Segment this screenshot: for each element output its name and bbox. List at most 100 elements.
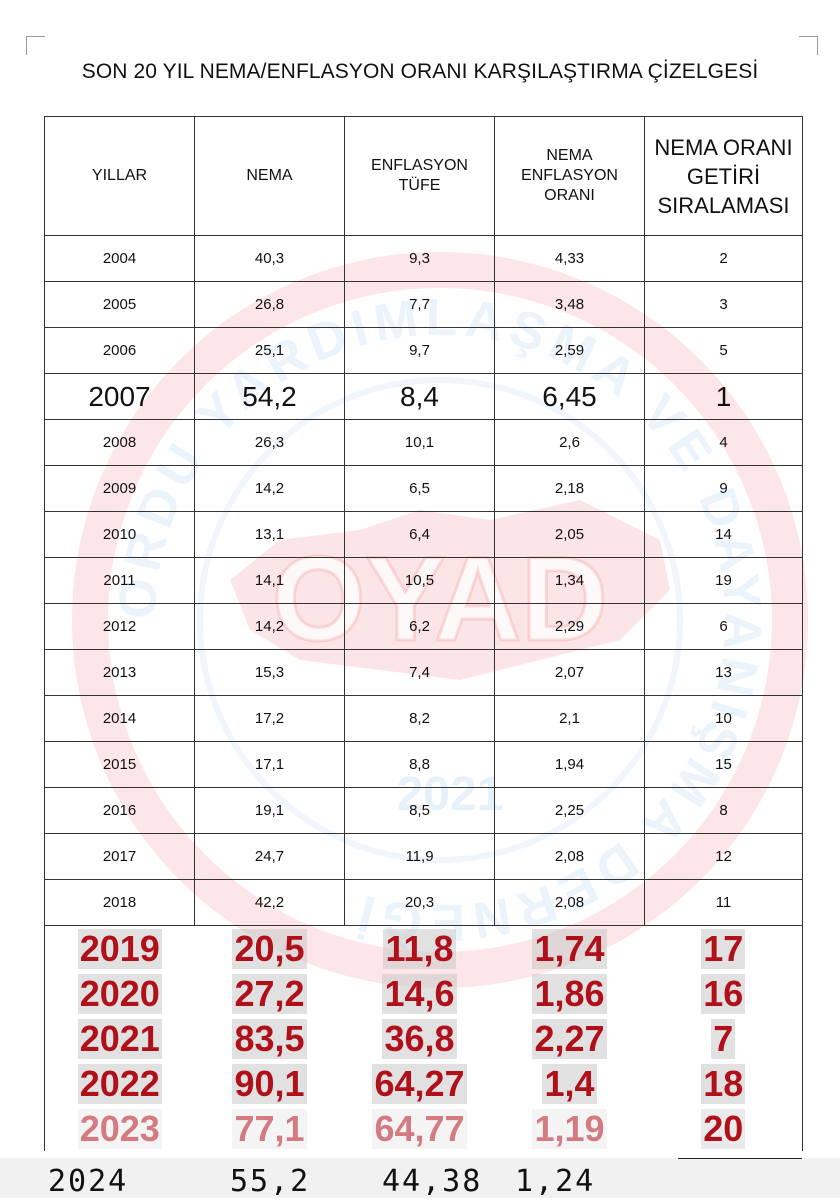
table-row: 2013 15,3 7,4 2,07 13 <box>44 649 803 696</box>
cell-nema: 26,8 <box>194 281 345 328</box>
cell-oran: 2,05 <box>494 511 645 558</box>
table-row: 2008 26,3 10,1 2,6 4 <box>44 419 803 466</box>
cell-sira: 15 <box>644 741 803 788</box>
table-row: 2005 26,8 7,7 3,48 3 <box>44 281 803 328</box>
cell-oran: 1,86 <box>495 971 645 1016</box>
table-row: 2015 17,1 8,8 1,94 15 <box>44 741 803 788</box>
table-row: 2018 42,2 20,3 2,08 11 <box>44 879 803 926</box>
cell-nema: 27,2 <box>195 971 345 1016</box>
cell-year: 2006 <box>44 327 195 374</box>
cell-oran: 1,94 <box>494 741 645 788</box>
cell-year: 2014 <box>44 695 195 742</box>
header-nema-enflasyon-orani: NEMA ENFLASYON ORANI <box>494 116 645 236</box>
table-row-red: 2022 90,1 64,27 1,4 18 <box>44 1061 803 1106</box>
cell-oran: 2,59 <box>494 327 645 374</box>
cell-value: 27,2 <box>232 972 307 1014</box>
table-row: 2014 17,2 8,2 2,1 10 <box>44 695 803 742</box>
cell-value: 17 <box>701 927 746 969</box>
cell-tufe: 11,8 <box>345 926 495 972</box>
cell-year: 2009 <box>44 465 195 512</box>
cell-nema: 14,1 <box>194 557 345 604</box>
cell-value: 2020 <box>77 972 162 1014</box>
cell-tufe: 36,8 <box>345 1016 495 1061</box>
cell-oran: 6,45 <box>494 373 645 420</box>
cell-tufe: 11,9 <box>344 833 495 880</box>
cell-tufe: 9,7 <box>344 327 495 374</box>
cell-value: 64,77 <box>372 1107 467 1149</box>
cell-value: 64,27 <box>372 1062 467 1104</box>
header-yillar: YILLAR <box>44 116 195 236</box>
cell-value: 7 <box>711 1017 736 1059</box>
cell-sira: 19 <box>644 557 803 604</box>
cell-year: 2022 <box>44 1061 195 1106</box>
cell-tufe: 10,1 <box>344 419 495 466</box>
cell-sira: 4 <box>644 419 803 466</box>
cell-sira: 6 <box>644 603 803 650</box>
cell-sira: 13 <box>644 649 803 696</box>
cell-value: 2019 <box>77 927 162 969</box>
cell-oran: 2,08 <box>494 879 645 926</box>
cell-oran: 1,74 <box>495 926 645 972</box>
cell-nema: 14,2 <box>194 603 345 650</box>
cell-year: 2008 <box>44 419 195 466</box>
cell-value: 2,27 <box>532 1017 607 1059</box>
table-row: 2010 13,1 6,4 2,05 14 <box>44 511 803 558</box>
cell-year: 2020 <box>44 971 195 1016</box>
table-row: 2004 40,3 9,3 4,33 2 <box>44 235 803 282</box>
cell-tufe: 20,3 <box>344 879 495 926</box>
cell-oran: 1,34 <box>494 557 645 604</box>
cell-value: 90,1 <box>232 1062 307 1104</box>
cell-tufe: 10,5 <box>344 557 495 604</box>
cell-nema: 77,1 <box>195 1106 345 1151</box>
cell-tufe: 8,4 <box>344 373 495 420</box>
cell-oran: 1,4 <box>495 1061 645 1106</box>
cell-sira: 17 <box>644 925 803 971</box>
header-enflasyon-tufe: ENFLASYON TÜFE <box>344 116 495 236</box>
table-row: 2006 25,1 9,7 2,59 5 <box>44 327 803 374</box>
cell-sira: 20 <box>644 1106 803 1151</box>
cell-nema: 25,1 <box>194 327 345 374</box>
cell-sira: 3 <box>644 281 803 328</box>
cell-sira: 10 <box>644 695 803 742</box>
cell-value: 2022 <box>77 1062 162 1104</box>
cell-tufe: 64,27 <box>345 1061 495 1106</box>
extra-oran: 1,24 <box>515 1164 596 1199</box>
cell-oran: 4,33 <box>494 235 645 282</box>
cell-year: 2013 <box>44 649 195 696</box>
cell-sira: 1 <box>644 373 803 420</box>
table-row-red: 2020 27,2 14,6 1,86 16 <box>44 971 803 1016</box>
cell-nema: 17,2 <box>194 695 345 742</box>
cell-sira: 5 <box>644 327 803 374</box>
table-row: 2012 14,2 6,2 2,29 6 <box>44 603 803 650</box>
cell-year: 2021 <box>44 1016 195 1061</box>
cell-value: 18 <box>701 1062 746 1104</box>
cell-sira: 7 <box>644 1016 803 1061</box>
table-row: 2017 24,7 11,9 2,08 12 <box>44 833 803 880</box>
cell-oran: 2,08 <box>494 833 645 880</box>
cell-year: 2011 <box>44 557 195 604</box>
cell-tufe: 6,2 <box>344 603 495 650</box>
extra-nema: 55,2 <box>230 1164 311 1199</box>
cell-oran: 2,27 <box>495 1016 645 1061</box>
extra-row-2024: 2024 55,2 44,38 1,24 <box>0 1158 840 1199</box>
extra-tufe: 44,38 <box>382 1164 483 1199</box>
cell-nema: 40,3 <box>194 235 345 282</box>
cell-nema: 14,2 <box>194 465 345 512</box>
cell-year: 2018 <box>44 879 195 926</box>
cell-sira: 8 <box>644 787 803 834</box>
cell-tufe: 7,7 <box>344 281 495 328</box>
cell-tufe: 6,5 <box>344 465 495 512</box>
table-row-red: 2019 20,5 11,8 1,74 17 <box>44 925 803 972</box>
cell-nema: 13,1 <box>194 511 345 558</box>
cell-tufe: 6,4 <box>344 511 495 558</box>
cell-nema: 24,7 <box>194 833 345 880</box>
cell-value: 14,6 <box>382 972 457 1014</box>
table-row: 2016 19,1 8,5 2,25 8 <box>44 787 803 834</box>
cell-nema: 26,3 <box>194 419 345 466</box>
cell-tufe: 9,3 <box>344 235 495 282</box>
header-getiri-siralamasi: NEMA ORANI GETİRİ SIRALAMASI <box>644 116 803 236</box>
table-row: 2011 14,1 10,5 1,34 19 <box>44 557 803 604</box>
cell-tufe: 14,6 <box>345 971 495 1016</box>
cell-year: 2019 <box>44 925 195 971</box>
cell-sira: 11 <box>644 879 803 926</box>
